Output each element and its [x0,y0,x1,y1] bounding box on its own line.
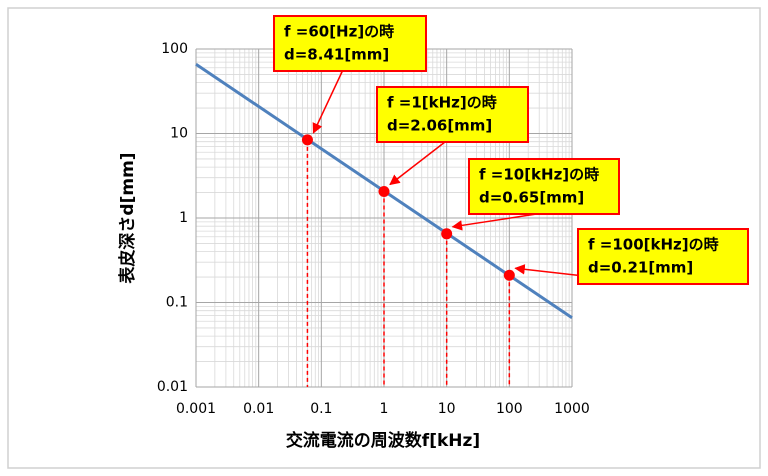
x-tick-label: 1 [380,401,389,417]
point [441,228,453,240]
y-tick-label: 1 [179,210,188,226]
annotation-box [468,158,620,215]
annotation-box [376,86,529,143]
x-tick-label: 0.1 [310,401,332,417]
point [503,269,515,281]
y-tick-label: 0.01 [157,379,188,395]
x-tick-label: 10 [438,401,456,417]
arrow [451,213,537,231]
annotation-box [577,228,749,285]
y-tick-label: 10 [170,126,188,142]
x-axis-label: 交流電流の周波数f[kHz] [286,430,480,451]
x-tick-label: 0.001 [176,401,216,417]
y-tick-label: 0.1 [166,295,188,311]
annotation-text: d=8.41[mm] [284,46,389,64]
annotation-text: f =60[Hz]の時 [284,23,394,41]
annotation-text: d=0.65[mm] [479,189,584,207]
annotation-text: d=0.21[mm] [588,259,693,277]
point [301,134,313,146]
annotation-text: f =10[kHz]の時 [479,166,599,184]
y-tick-label: 100 [161,41,188,57]
annotation-text: f =100[kHz]の時 [588,236,719,254]
arrow [312,70,344,134]
x-tick-label: 0.01 [243,401,274,417]
annotation-text: d=2.06[mm] [387,117,492,135]
annotation-text: f =1[kHz]の時 [387,94,497,112]
y-axis-label: 表皮深さd[mm] [117,152,138,283]
x-tick-label: 1000 [554,401,590,417]
annotation-box [273,15,427,72]
x-tick-label: 100 [496,401,523,417]
point [378,185,390,197]
arrow [389,141,446,186]
